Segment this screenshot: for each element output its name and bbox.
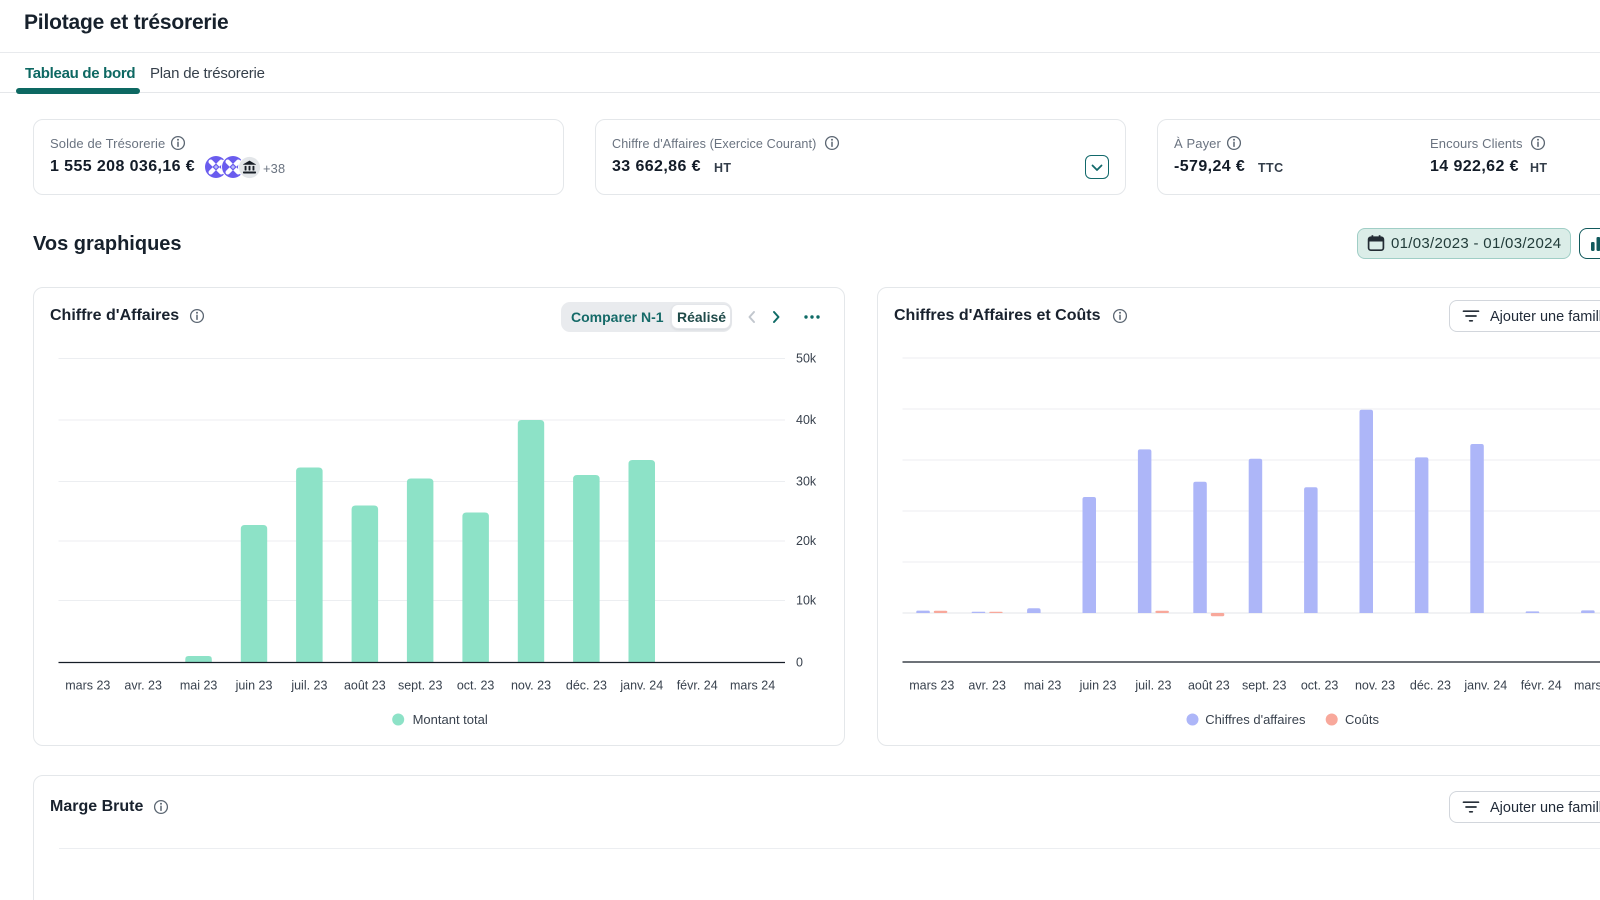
svg-text:août 23: août 23 xyxy=(1188,679,1230,693)
svg-text:juil. 23: juil. 23 xyxy=(1134,679,1171,693)
svg-text:mai 23: mai 23 xyxy=(1024,679,1062,693)
svg-text:sept. 23: sept. 23 xyxy=(398,679,443,693)
svg-text:juil. 23: juil. 23 xyxy=(290,679,327,693)
svg-text:Montant total: Montant total xyxy=(413,712,488,727)
svg-text:mars 23: mars 23 xyxy=(65,679,110,693)
svg-text:Coûts: Coûts xyxy=(1345,712,1379,727)
svg-text:avr. 23: avr. 23 xyxy=(124,679,162,693)
svg-text:févr. 24: févr. 24 xyxy=(677,679,718,693)
svg-text:janv. 24: janv. 24 xyxy=(619,679,663,693)
svg-text:août 23: août 23 xyxy=(344,679,386,693)
svg-text:juin 23: juin 23 xyxy=(1079,679,1117,693)
svg-text:févr. 24: févr. 24 xyxy=(1521,679,1562,693)
svg-text:déc. 23: déc. 23 xyxy=(1410,679,1451,693)
svg-text:40k: 40k xyxy=(796,413,817,427)
svg-text:oct. 23: oct. 23 xyxy=(457,679,495,693)
svg-text:10k: 10k xyxy=(796,594,817,608)
svg-text:mars 24: mars 24 xyxy=(1574,679,1600,693)
svg-text:20k: 20k xyxy=(796,534,817,548)
svg-text:nov. 23: nov. 23 xyxy=(511,679,551,693)
svg-text:50k: 50k xyxy=(796,352,817,366)
svg-text:déc. 23: déc. 23 xyxy=(566,679,607,693)
svg-text:avr. 23: avr. 23 xyxy=(968,679,1006,693)
svg-text:mai 23: mai 23 xyxy=(180,679,218,693)
svg-text:sept. 23: sept. 23 xyxy=(1242,679,1287,693)
svg-text:30k: 30k xyxy=(796,475,817,489)
svg-text:mars 23: mars 23 xyxy=(909,679,954,693)
svg-text:juin 23: juin 23 xyxy=(235,679,273,693)
svg-text:nov. 23: nov. 23 xyxy=(1355,679,1395,693)
svg-text:janv. 24: janv. 24 xyxy=(1463,679,1507,693)
svg-text:mars 24: mars 24 xyxy=(730,679,775,693)
svg-text:0: 0 xyxy=(796,656,803,670)
svg-text:Chiffres d'affaires: Chiffres d'affaires xyxy=(1205,712,1306,727)
svg-text:oct. 23: oct. 23 xyxy=(1301,679,1339,693)
